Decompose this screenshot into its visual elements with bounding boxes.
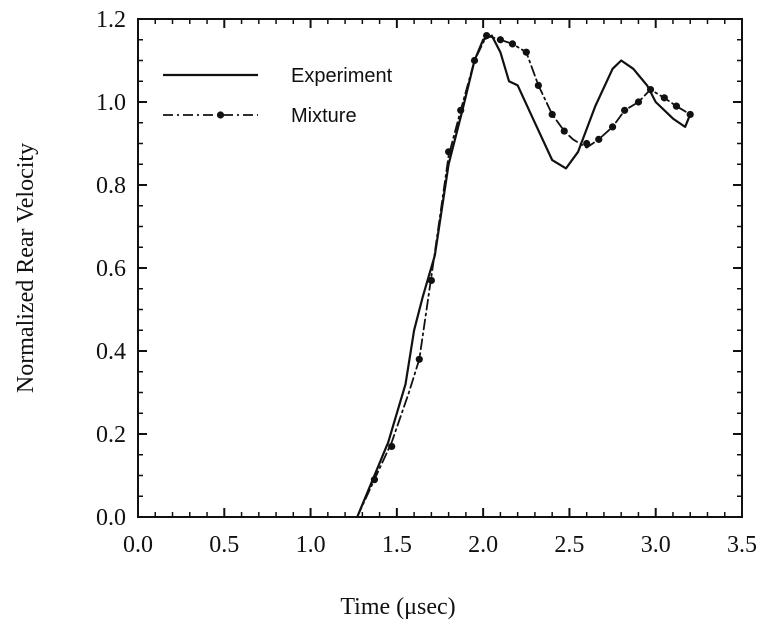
legend-label-mixture: Mixture — [291, 105, 357, 127]
series-marker-mixture — [595, 135, 603, 143]
series-marker-mixture — [534, 81, 542, 89]
series-marker-mixture — [686, 110, 694, 119]
series-marker-mixture — [445, 148, 453, 156]
legend: Experiment Mixture — [163, 65, 393, 127]
series-marker-mixture — [415, 355, 423, 363]
legend-marker-mixture — [216, 111, 225, 119]
x-tick-label: 0.5 — [209, 532, 239, 558]
series-marker-mixture — [388, 442, 396, 451]
series-marker-mixture — [427, 276, 435, 285]
series-marker-mixture — [508, 40, 517, 48]
x-tick-label: 3.0 — [641, 532, 671, 558]
series-marker-mixture — [496, 36, 504, 44]
series-marker-mixture — [672, 102, 681, 110]
x-tick-label: 1.0 — [296, 532, 326, 558]
series-marker-mixture — [457, 106, 465, 114]
series-marker-mixture — [522, 48, 530, 56]
series-marker-mixture — [634, 98, 643, 106]
x-tick-label: 0.0 — [123, 532, 153, 558]
series-marker-mixture — [660, 94, 668, 102]
legend-label-experiment: Experiment — [291, 65, 393, 87]
y-tick-label: 1.0 — [96, 90, 126, 116]
series-marker-mixture — [608, 123, 617, 131]
series-marker-mixture — [470, 56, 479, 65]
series-layer — [356, 31, 694, 519]
series-marker-mixture — [560, 127, 568, 135]
x-tick-label: 1.5 — [382, 532, 412, 558]
x-axis-ticks: 0.0 0.5 1.0 1.5 2.0 2.5 3.0 3.5 — [123, 19, 757, 558]
y-tick-label: 0.4 — [96, 339, 126, 365]
series-marker-mixture — [583, 139, 591, 148]
series-marker-mixture — [370, 476, 379, 484]
x-tick-label: 2.5 — [554, 532, 584, 558]
x-tick-label: 3.5 — [727, 532, 757, 558]
y-tick-label: 0.2 — [96, 422, 126, 448]
y-tick-label: 1.2 — [96, 7, 126, 33]
series-line-experiment — [356, 34, 692, 519]
y-tick-label: 0.6 — [96, 256, 126, 282]
y-axis-title: Normalized Rear Velocity — [13, 143, 39, 393]
y-axis-ticks: 0.0 0.2 0.4 0.6 0.8 1.0 1.2 — [96, 7, 742, 531]
series-marker-mixture — [548, 110, 556, 119]
series-line-mixture — [356, 34, 692, 518]
series-marker-mixture — [621, 106, 629, 114]
y-tick-label: 0.0 — [96, 505, 126, 531]
x-tick-label: 2.0 — [468, 532, 498, 558]
y-tick-label: 0.8 — [96, 173, 126, 199]
series-marker-mixture — [646, 85, 655, 94]
x-axis-title: Time (μsec) — [340, 594, 455, 620]
series-marker-mixture — [482, 31, 491, 40]
